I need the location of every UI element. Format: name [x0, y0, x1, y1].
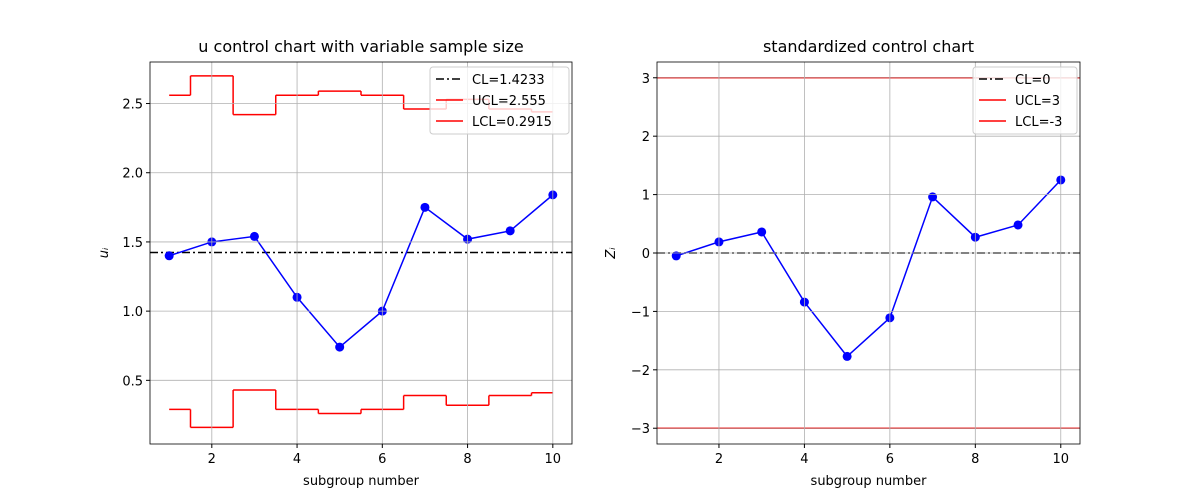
y-tick-label: 1.5: [122, 236, 143, 251]
y-tick-label: −1: [631, 305, 650, 320]
x-axis-label: subgroup number: [811, 474, 928, 489]
x-tick-label: 6: [886, 452, 894, 467]
x-tick-label: 10: [1052, 452, 1069, 467]
y-tick-label: 2.0: [122, 167, 143, 182]
data-line: [168, 194, 554, 349]
x-tick-label: 2: [715, 452, 723, 467]
y-tick-label: 1: [642, 189, 650, 204]
data-point: [164, 251, 174, 261]
axes-frame: [149, 61, 573, 445]
x-tick-label: 10: [545, 452, 562, 467]
data-point: [671, 251, 681, 261]
y-tick-label: 2: [642, 130, 650, 145]
data-line: [675, 179, 1062, 358]
legend-box: [429, 66, 570, 135]
legend-label: UCL=3: [1015, 94, 1060, 109]
legend-label: CL=1.4233: [472, 73, 545, 88]
x-tick-label: 4: [293, 452, 301, 467]
data-point: [757, 227, 767, 237]
y-tick-label: −3: [631, 422, 650, 437]
y-tick-label: 2.5: [122, 98, 143, 113]
data-point: [928, 192, 938, 202]
x-tick-label: 8: [463, 452, 471, 467]
legend-label: LCL=0.2915: [472, 115, 552, 130]
data-point: [505, 226, 515, 236]
data-point: [420, 202, 430, 212]
y-axis-label: uᵢ: [97, 247, 112, 258]
data-point: [842, 351, 852, 361]
legend-box: [972, 66, 1078, 135]
y-tick-label: 0.5: [122, 374, 143, 389]
y-axis-label: Zᵢ: [604, 247, 619, 260]
x-tick-label: 2: [208, 452, 216, 467]
data-point: [335, 342, 345, 352]
axes-frame: [656, 61, 1081, 445]
x-tick-label: 8: [971, 452, 979, 467]
legend-label: CL=0: [1015, 73, 1050, 88]
chart-title: u control chart with variable sample siz…: [198, 37, 523, 56]
x-tick-label: 6: [378, 452, 386, 467]
legend-label: UCL=2.555: [472, 94, 546, 109]
y-tick-label: 1.0: [122, 305, 143, 320]
y-tick-label: −2: [631, 364, 650, 379]
chart-title: standardized control chart: [763, 37, 974, 56]
data-point: [249, 231, 259, 241]
legend-label: LCL=-3: [1015, 115, 1062, 130]
x-tick-label: 4: [800, 452, 808, 467]
data-point: [1013, 220, 1023, 230]
y-tick-label: 0: [642, 247, 650, 262]
x-axis-label: subgroup number: [303, 474, 420, 489]
y-tick-label: 3: [642, 72, 650, 87]
